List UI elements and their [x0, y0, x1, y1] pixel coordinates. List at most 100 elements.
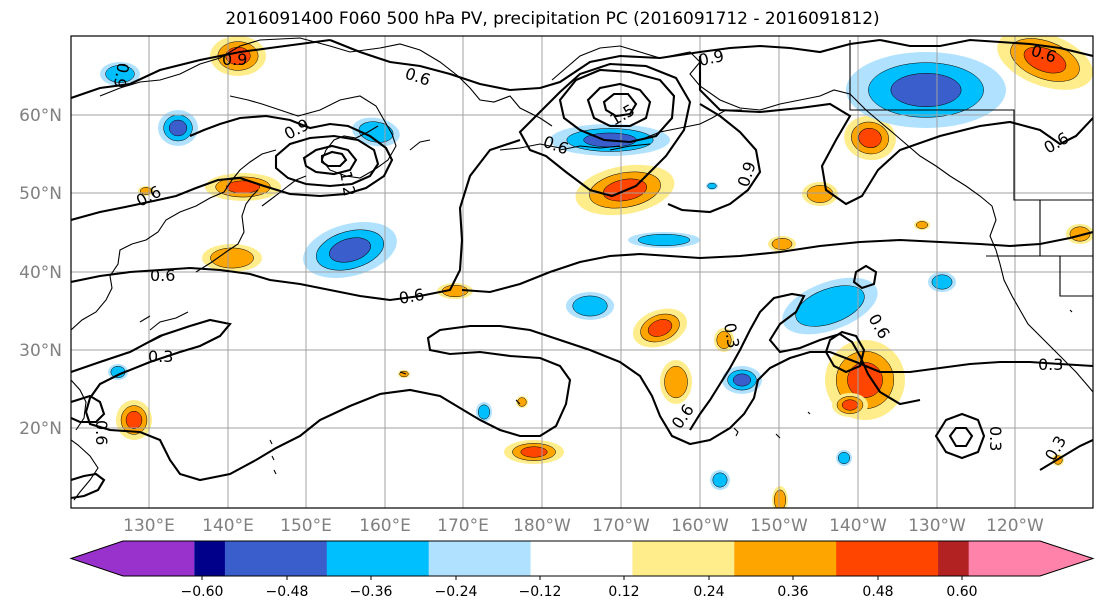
pv-contours: [71, 38, 1093, 500]
map-frame: [70, 35, 1094, 509]
precip-anomaly-patch: [844, 115, 896, 161]
longitude-tick-label: 170°W: [592, 516, 650, 536]
longitude-tick-label: 130°W: [908, 516, 966, 536]
colorbar-segment: [530, 541, 633, 576]
contour-label: 0.3: [986, 426, 1005, 451]
precip-anomaly-patch: [914, 220, 930, 230]
colorbar-tick-label: 0.24: [693, 584, 724, 600]
coast-asia: [71, 149, 277, 501]
longitude-tick-label: 180°W: [513, 516, 571, 536]
latitude-tick-label: 30°N: [19, 341, 62, 361]
colorbar-extend-high: [968, 541, 1093, 576]
longitude-tick-label: 150°E: [280, 516, 332, 536]
contour-label: 0.3: [1041, 432, 1070, 464]
pv-contour-1.8-aleutian: [586, 82, 652, 128]
colorbar-segment: [836, 541, 939, 576]
colorbar-outline: [69, 540, 1095, 577]
latitude-tick-label: 50°N: [19, 184, 62, 204]
longitude-tick-label: 130°E: [123, 516, 175, 536]
pv-contour-0.9-alaska: [667, 103, 762, 214]
colorbar-segment: [224, 541, 328, 576]
colorbar-segment: [194, 541, 226, 576]
pv-contour-0.6-sw2: [71, 394, 106, 424]
contour-label: 0.3: [720, 321, 743, 349]
precip-anomaly-patch: [303, 221, 397, 279]
contour-label: 0.6: [133, 182, 164, 211]
contour-label: 0.6: [150, 266, 175, 285]
pv-contour-1.5-aleutian: [558, 68, 676, 144]
pv-contour-0.3-se: [1039, 439, 1093, 471]
precip-anomaly-patch: [476, 402, 492, 422]
colorbar-tick-label: −0.24: [435, 584, 478, 600]
precip-anomaly-patch: [398, 370, 410, 378]
precipitation-anomaly-shading: [100, 36, 1093, 508]
longitude-labels: 130°E 140°E 150°E 160°E 170°E 180°W 170°W 160°W…: [123, 516, 1044, 536]
coast-north-america: [989, 205, 1093, 393]
precip-anomaly-patch: [660, 360, 692, 404]
precip-anomaly-patch: [628, 232, 700, 248]
contour-label: 0.6: [92, 420, 111, 445]
precip-anomaly-patch: [768, 236, 796, 252]
colorbar-tick-label: 0.60: [946, 584, 977, 600]
contour-label: 0.9: [222, 50, 247, 69]
longitude-tick-label: 170°E: [437, 516, 489, 536]
colorbar-tick-label: −0.60: [181, 584, 224, 600]
contour-label: 0.3: [148, 347, 173, 366]
pv-contour-0.3-east-circle: [934, 412, 986, 460]
latitude-tick-label: 60°N: [19, 106, 62, 126]
pv-contour-0.6-aleutian: [518, 62, 692, 198]
precip-anomaly-patch: [504, 440, 564, 464]
colorbar-segment: [632, 541, 735, 576]
colorbar-tick-label: −0.12: [519, 584, 562, 600]
pv-contour-0.3-south: [71, 318, 1093, 482]
contour-label: 0.6: [865, 311, 894, 343]
precip-anomaly-patch: [714, 328, 734, 352]
precip-anomaly-patch: [782, 277, 878, 335]
colorbar-segment: [734, 541, 837, 576]
longitude-tick-label: 150°W: [750, 516, 808, 536]
pv-contour-2.1-aleutian: [602, 92, 638, 118]
contour-label: 0.9: [110, 61, 133, 89]
pv-contour-0.9-loop-east: [698, 56, 1093, 206]
pv-contour-0.6-north: [71, 38, 1093, 99]
precip-anomaly-patch: [158, 110, 198, 146]
contour-label: 1.2: [336, 169, 359, 197]
precip-anomaly-patch: [566, 292, 614, 320]
longitude-tick-label: 140°E: [202, 516, 254, 536]
pv-contour-1.2-kamchatka: [302, 144, 358, 176]
precip-anomaly-patch: [108, 364, 128, 380]
pv-contour-0.9-kamchatka: [274, 134, 380, 188]
colorbar-tick-label: 0.12: [608, 584, 639, 600]
pv-contour-0.6-kamchatka: [71, 114, 394, 222]
precip-anomaly-patch: [202, 244, 262, 272]
precip-anomaly-patch: [846, 52, 1006, 128]
precip-anomaly-patch: [632, 308, 688, 348]
precip-anomaly-patch: [710, 470, 730, 490]
longitude-tick-label: 160°W: [671, 516, 729, 536]
latitude-labels: 60°N 50°N 40°N 30°N 20°N: [19, 106, 62, 439]
colorbar-segment: [938, 541, 970, 576]
colorbar-tick-label: −0.36: [350, 584, 393, 600]
pv-contour-0.6-east-loop: [824, 330, 866, 374]
colorbar-segment: [428, 541, 532, 576]
colorbar-tick-label: 0.48: [862, 584, 893, 600]
map-graticule: [71, 36, 1093, 508]
contour-label: 0.6: [397, 285, 425, 308]
pv-contour-0.6-north-east: [852, 264, 878, 290]
precip-anomaly-patch: [802, 182, 838, 206]
contour-label: 0.9: [734, 159, 760, 189]
latitude-tick-label: 40°N: [19, 263, 62, 283]
coast-hawaii: [733, 411, 811, 439]
coastlines: [71, 37, 1093, 501]
pv-contour-0.6-central: [71, 139, 1093, 302]
coast-kamchatka: [229, 95, 431, 179]
precip-anomaly-patch: [352, 117, 400, 147]
coast-kuril: [261, 175, 307, 207]
precip-anomaly-patch: [832, 393, 868, 417]
precip-anomaly-patch: [722, 366, 762, 394]
precip-anomaly-patch: [1066, 224, 1093, 244]
coast-islands: [269, 309, 1073, 475]
contour-label: 0.9: [697, 46, 726, 70]
precip-anomaly-patch: [100, 62, 140, 86]
